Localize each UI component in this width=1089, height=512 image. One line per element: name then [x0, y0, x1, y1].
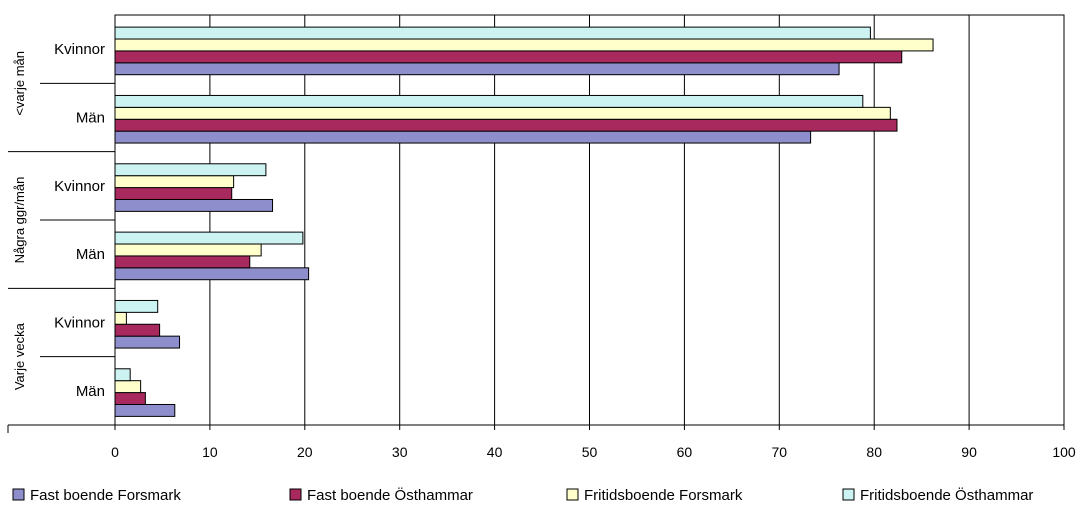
bar [114, 368, 131, 382]
group-label: Några ggr/mån [12, 177, 27, 264]
bar [114, 403, 176, 417]
x-tick-label: 10 [202, 444, 218, 460]
bars [114, 26, 934, 417]
x-tick-label: 50 [582, 444, 598, 460]
bar [114, 323, 161, 337]
bar [114, 106, 891, 120]
x-tick-label: 60 [677, 444, 693, 460]
bar [114, 198, 274, 212]
bar [114, 130, 812, 144]
category-label: Kvinnor [54, 41, 105, 58]
bar [114, 175, 235, 189]
legend: Fast boende Forsmark Fast boende Östhamma… [12, 486, 1033, 504]
legend-swatch [289, 488, 302, 501]
bar [114, 163, 267, 177]
x-tick-label: 90 [961, 444, 977, 460]
x-tick-label: 0 [111, 444, 119, 460]
group-label: Varje vecka [12, 322, 27, 390]
bar [114, 255, 251, 269]
bar [114, 94, 864, 108]
x-tick-label: 40 [487, 444, 503, 460]
legend-swatch [12, 488, 25, 501]
x-tick-label: 30 [392, 444, 408, 460]
bar [114, 243, 262, 257]
bar [114, 267, 310, 281]
x-tick-label: 100 [1052, 444, 1076, 460]
bar [114, 38, 934, 52]
x-tick-label: 70 [772, 444, 788, 460]
x-tick-label: 80 [866, 444, 882, 460]
legend-label: Fast boende Östhammar [307, 486, 473, 504]
bar [114, 50, 903, 64]
y-axis: Kvinnor Män Kvinnor Män Kvinnor Män <varje mån… [7, 41, 115, 433]
bar [114, 311, 127, 325]
bar [114, 231, 304, 245]
x-tick-label: 20 [297, 444, 313, 460]
category-label: Kvinnor [54, 315, 105, 332]
category-label: Män [76, 246, 105, 263]
legend-swatch [842, 488, 855, 501]
bar [114, 335, 181, 349]
legend-label: Fritidsboende Östhammar [860, 486, 1033, 504]
x-axis: 0 10 20 30 40 50 60 70 80 90 100 [111, 425, 1076, 460]
bar [114, 62, 840, 76]
category-label: Män [76, 383, 105, 400]
bar [114, 26, 871, 40]
bar [114, 392, 146, 405]
group-label: <varje mån [12, 51, 27, 116]
bar [114, 380, 142, 394]
category-label: Män [76, 110, 105, 127]
bar [114, 187, 233, 200]
bar [114, 299, 159, 313]
category-label: Kvinnor [54, 178, 105, 195]
legend-label: Fast boende Forsmark [30, 487, 181, 504]
bar [114, 118, 898, 132]
legend-swatch [566, 488, 579, 501]
gridlines [209, 15, 970, 425]
legend-label: Fritidsboende Forsmark [584, 487, 743, 504]
